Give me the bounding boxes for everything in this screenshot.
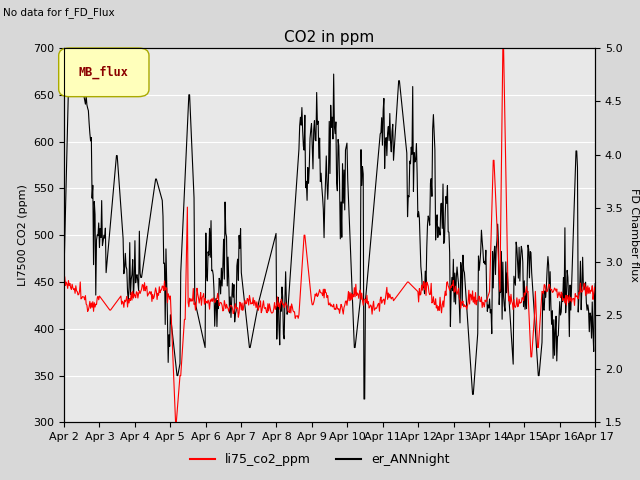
- Text: No data for f_FD_Flux: No data for f_FD_Flux: [3, 7, 115, 18]
- Legend: li75_co2_ppm, er_ANNnight: li75_co2_ppm, er_ANNnight: [186, 448, 454, 471]
- Y-axis label: LI7500 CO2 (ppm): LI7500 CO2 (ppm): [17, 184, 28, 286]
- Title: CO2 in ppm: CO2 in ppm: [284, 30, 375, 46]
- Y-axis label: FD Chamber flux: FD Chamber flux: [629, 188, 639, 282]
- FancyBboxPatch shape: [59, 48, 149, 96]
- Text: MB_flux: MB_flux: [79, 66, 129, 79]
